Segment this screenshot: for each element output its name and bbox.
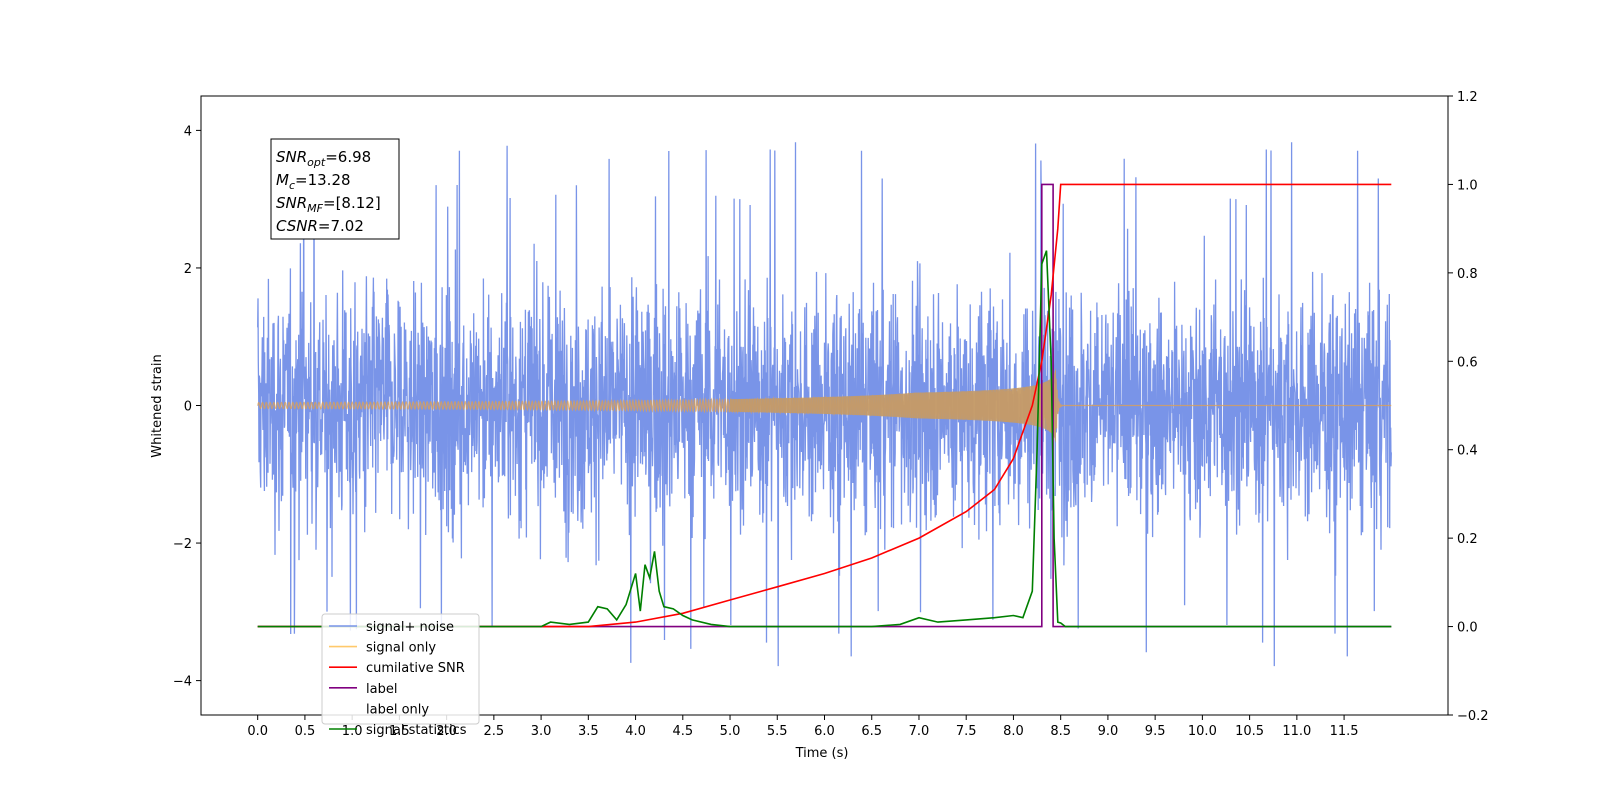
x-tick-label: 6.0 [814, 724, 835, 739]
y2-tick-label: −0.2 [1457, 709, 1489, 724]
x-tick-label: 3.5 [578, 724, 599, 739]
annotation-line: CSNR=7.02 [276, 217, 364, 235]
legend: signal+ noise signal only cumilative SNR la… [321, 613, 480, 738]
x-tick-label: 6.5 [861, 724, 882, 739]
y-axis-label: Whitened strain [150, 354, 165, 457]
x-tick-label: 5.5 [767, 724, 788, 739]
legend-label: signal statistics [366, 723, 467, 738]
y-tick-label: 0 [184, 400, 192, 415]
legend-label: signal+ noise [366, 620, 454, 635]
y-tick-label: 2 [184, 262, 192, 277]
x-tick-label: 1.0 [342, 724, 363, 739]
y2-tick-label: 0.8 [1457, 267, 1478, 282]
signal-only-envelope [730, 367, 1056, 444]
y-tick-label: −4 [173, 675, 192, 690]
x-tick-label: 11.5 [1330, 724, 1359, 739]
x-tick-label: 10.0 [1188, 724, 1217, 739]
series-signal-noise [257, 139, 1392, 667]
x-tick-label: 0.0 [247, 724, 268, 739]
x-tick-label: 1.5 [389, 724, 410, 739]
y2-tick-label: 1.2 [1457, 90, 1478, 105]
x-tick-label: 9.5 [1145, 724, 1166, 739]
x-tick-label: 4.0 [625, 724, 646, 739]
x-tick-label: 7.0 [909, 724, 930, 739]
y2-tick-label: 0.6 [1457, 355, 1478, 370]
x-axis: 0.0 0.5 1.0 1.5 2.0 2.5 3.0 3.5 4.0 4.5 5.0 5.5 6.0 6… [247, 715, 1359, 739]
y-tick-label: 4 [184, 124, 192, 139]
cumulative-snr-line [257, 183, 1392, 628]
legend-label: label [366, 682, 397, 697]
series-right-axis [257, 183, 1392, 628]
y-tick-label: −2 [173, 537, 192, 552]
x-tick-label: 3.0 [531, 724, 552, 739]
legend-label: label only [366, 702, 429, 717]
annotation-line: Mc=13.28 [276, 171, 351, 192]
y2-tick-label: 0.0 [1457, 621, 1478, 636]
x-tick-label: 10.5 [1235, 724, 1264, 739]
x-tick-label: 8.0 [1003, 724, 1024, 739]
signal-statistics-line [257, 250, 1392, 628]
x-tick-label: 4.5 [672, 724, 693, 739]
x-tick-label: 2.0 [436, 724, 457, 739]
y2-tick-label: 0.2 [1457, 532, 1478, 547]
annotation-frame [270, 138, 400, 240]
x-axis-label: Time (s) [795, 746, 849, 761]
y2-tick-label: 0.4 [1457, 444, 1478, 459]
x-tick-label: 7.5 [956, 724, 977, 739]
label-line [257, 183, 1392, 628]
x-tick-label: 11.0 [1282, 724, 1311, 739]
x-tick-label: 9.0 [1098, 724, 1119, 739]
signal-noise-line [257, 139, 1392, 667]
legend-frame [321, 613, 480, 725]
y-axis-right: 1.2 1.0 0.8 0.6 0.4 0.2 0.0 −0.2 [1448, 90, 1489, 724]
x-tick-label: 0.5 [295, 724, 316, 739]
y-axis-left: 4 2 0 −2 −4 [173, 124, 201, 690]
legend-label: cumilative SNR [366, 661, 465, 676]
x-tick-label: 8.5 [1050, 724, 1071, 739]
legend-label: signal only [366, 641, 436, 656]
x-tick-label: 2.5 [484, 724, 505, 739]
y2-tick-label: 1.0 [1457, 178, 1478, 193]
annotation-line: SNRopt=6.98 [276, 148, 371, 169]
x-tick-label: 5.0 [720, 724, 741, 739]
annotation-line: SNRMF=[8.12] [276, 194, 381, 215]
series-signal-only [257, 367, 1392, 444]
